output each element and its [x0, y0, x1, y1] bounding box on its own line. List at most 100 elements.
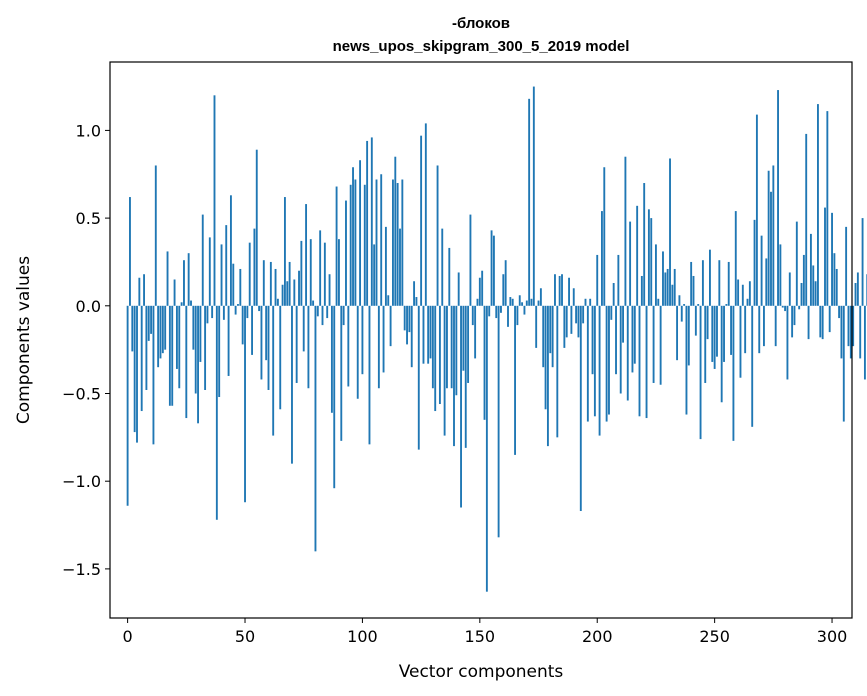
bar-18 [168, 305, 171, 406]
bar-25 [185, 305, 188, 419]
bar-120 [408, 305, 411, 333]
y-tick-label: 0.0 [76, 297, 101, 316]
bar-131 [434, 305, 437, 412]
bar-259 [734, 211, 737, 306]
bar-73 [298, 270, 300, 306]
y-axis-ticks: −1.5 −1.0 −0.5 0.0 0.5 1.0 [62, 121, 110, 579]
bar-137 [448, 247, 451, 306]
bar-306 [845, 226, 848, 306]
bar-158 [497, 305, 500, 538]
bar-274 [770, 191, 772, 306]
bar-314 [863, 305, 866, 380]
bar-267 [753, 219, 756, 306]
bar-113 [392, 179, 394, 306]
bar-275 [772, 165, 775, 306]
bar-30 [197, 305, 199, 424]
bar-76 [305, 204, 308, 306]
bar-68 [286, 281, 289, 306]
bar-21 [175, 305, 178, 369]
bar-257 [730, 305, 733, 355]
bar-168 [521, 302, 524, 306]
bar-260 [737, 279, 740, 306]
bar-223 [650, 218, 653, 306]
bar-240 [690, 261, 693, 306]
bar-233 [673, 268, 676, 306]
bar-286 [798, 305, 801, 310]
bar-53 [251, 305, 253, 355]
bar-308 [849, 305, 852, 359]
bar-312 [859, 305, 862, 359]
y-tick-label: 1.0 [76, 121, 101, 140]
bar-151 [481, 270, 484, 306]
bar-261 [739, 305, 742, 378]
bar-37 [213, 95, 216, 306]
y-tick-label: −0.5 [62, 384, 101, 403]
bar-52 [248, 242, 251, 306]
bar-107 [377, 305, 380, 389]
bar-282 [788, 272, 791, 306]
x-axis-ticks: 0 50 100 150 200 250 300 [123, 618, 847, 646]
bar-130 [431, 305, 434, 389]
bar-254 [723, 305, 725, 362]
bar-17 [166, 251, 169, 306]
bar-221 [645, 305, 648, 419]
bar-132 [436, 165, 439, 306]
bar-222 [647, 209, 650, 306]
bar-194 [582, 305, 585, 324]
bar-16 [164, 305, 167, 350]
bar-301 [833, 253, 836, 306]
bar-98 [356, 305, 359, 399]
bar-177 [542, 305, 545, 368]
x-tick-label: 50 [235, 627, 255, 646]
bar-135 [443, 305, 446, 436]
y-tick-label: 0.5 [76, 209, 101, 228]
bar-9 [147, 305, 150, 341]
bar-12 [154, 165, 157, 306]
bar-265 [748, 281, 751, 306]
bar-305 [842, 305, 845, 422]
bar-176 [539, 288, 542, 306]
bar-187 [565, 305, 568, 338]
bar-45 [232, 263, 235, 306]
bar-155 [490, 230, 493, 306]
chart-subtitle: news_upos_skipgram_300_5_2019 model [333, 38, 630, 55]
bar-38 [215, 305, 218, 520]
bar-302 [835, 268, 838, 306]
bar-251 [716, 305, 718, 357]
bar-42 [225, 225, 228, 306]
bar-296 [821, 305, 824, 340]
bar-156 [492, 235, 495, 306]
bar-87 [330, 305, 333, 413]
bar-66 [281, 284, 284, 306]
bar-297 [824, 207, 826, 306]
bar-51 [246, 305, 249, 319]
bar-36 [211, 305, 214, 319]
bar-207 [612, 283, 615, 306]
bar-209 [617, 254, 620, 306]
bar-243 [697, 304, 700, 306]
bar-4 [136, 305, 138, 443]
bar-83 [321, 305, 324, 326]
bar-86 [328, 274, 331, 306]
bar-126 [422, 305, 425, 364]
bar-59 [265, 305, 268, 361]
bar-241 [692, 275, 695, 306]
bar-293 [814, 281, 817, 306]
bar-81 [316, 305, 319, 317]
bar-149 [476, 298, 479, 306]
bar-300 [831, 212, 833, 306]
bar-190 [572, 288, 575, 306]
bar-82 [319, 230, 322, 306]
bar-122 [413, 281, 416, 306]
bar-197 [589, 298, 592, 306]
bar-273 [767, 170, 770, 306]
bar-58 [262, 260, 265, 306]
bar-138 [450, 305, 453, 389]
bar-145 [467, 305, 470, 383]
bar-201 [598, 305, 601, 436]
bar-248 [709, 249, 711, 306]
bar-195 [584, 298, 587, 306]
bar-288 [802, 254, 805, 306]
x-tick-label: 100 [347, 627, 378, 646]
bar-123 [415, 297, 418, 306]
